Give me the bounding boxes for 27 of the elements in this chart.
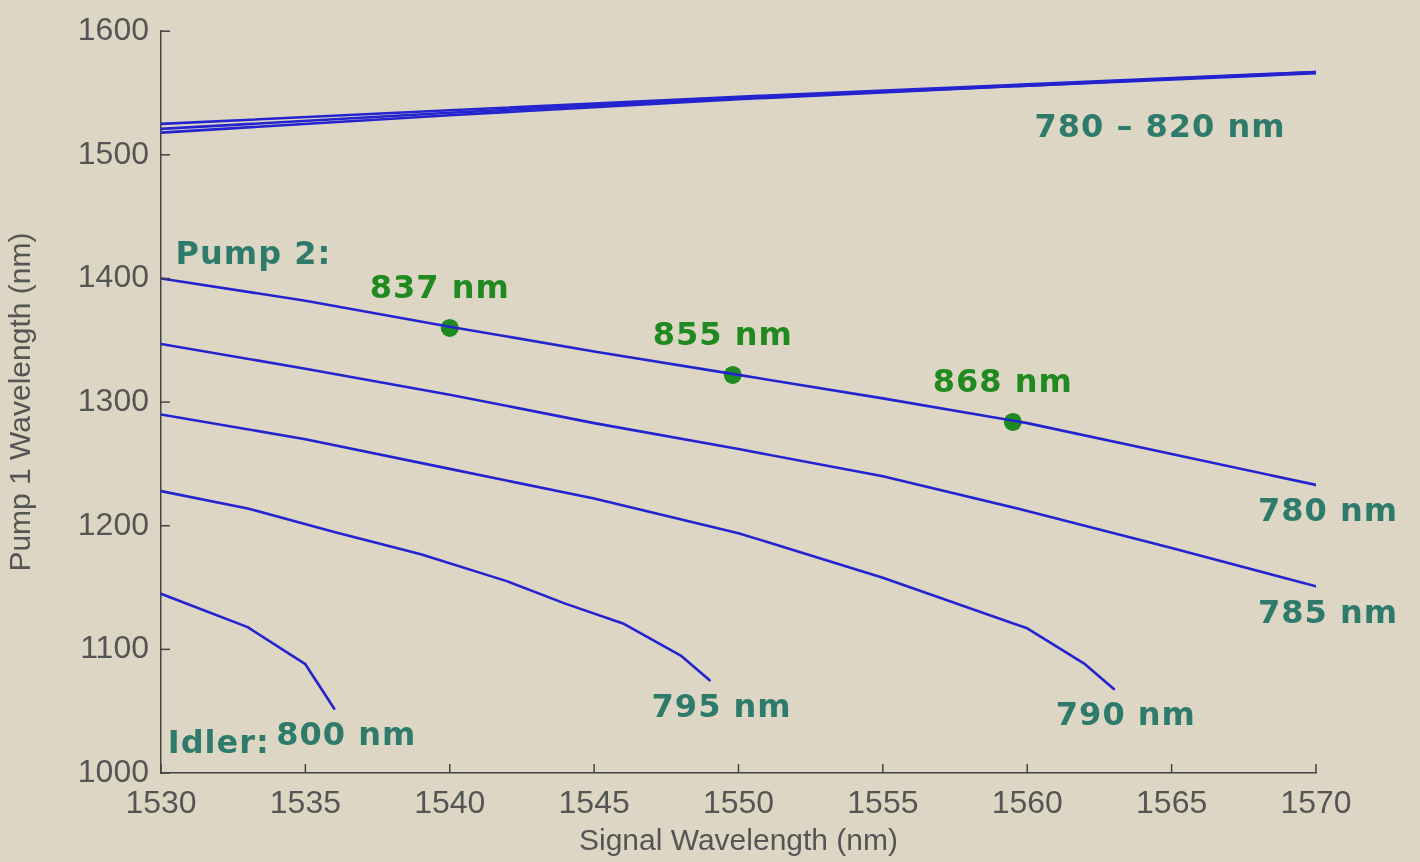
x-axis-title: Signal Wavelength (nm) [578, 823, 899, 857]
series-label: 785 nm [1257, 592, 1399, 631]
annotation: Idler: [167, 723, 270, 762]
y-tick-label: 1500 [77, 134, 149, 171]
x-tick-label: 1555 [847, 784, 919, 821]
series-label: 795 nm [651, 686, 792, 725]
x-tick-label: 1535 [269, 784, 341, 821]
x-tick-label: 1550 [702, 784, 775, 821]
y-tick-label: 1200 [77, 505, 149, 542]
annotation: 837 nm [369, 268, 510, 307]
x-tick-label: 1565 [1136, 784, 1208, 821]
x-tick-label: 1560 [991, 784, 1063, 821]
y-axis-title: Pump 1 Wavelength (nm) [3, 232, 37, 572]
series-label: 780 nm [1257, 491, 1399, 530]
series-label: 790 nm [1055, 695, 1196, 734]
x-tick-label: 1545 [558, 784, 630, 821]
annotation: 780 – 820 nm [1034, 107, 1286, 146]
y-tick-label: 1100 [80, 629, 149, 666]
y-tick-label: 1300 [77, 381, 149, 418]
x-tick-label: 1540 [414, 784, 486, 821]
series-label: 800 nm [276, 715, 417, 754]
annotation: 868 nm [932, 362, 1073, 401]
y-tick-label: 1600 [77, 11, 149, 48]
annotation: Pump 2: [175, 233, 332, 272]
y-tick-label: 1400 [77, 258, 149, 295]
x-tick-label: 1570 [1280, 784, 1352, 821]
annotation: 855 nm [652, 315, 793, 354]
